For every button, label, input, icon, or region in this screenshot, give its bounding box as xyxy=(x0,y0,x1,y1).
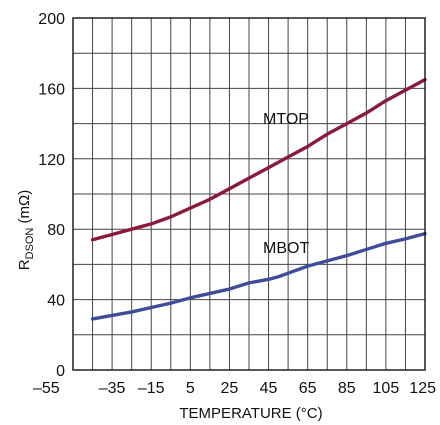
x-tick-label: 65 xyxy=(299,380,317,397)
series-label-mtop: MTOP xyxy=(263,111,309,128)
series-label-mbot: MBOT xyxy=(263,240,309,257)
svg-text:RDSON (mΩ): RDSON (mΩ) xyxy=(16,190,36,271)
x-tick-label: 45 xyxy=(260,380,278,397)
series-lines xyxy=(90,77,427,321)
y-axis-title-subscript: DSON xyxy=(24,228,36,260)
grid-lines xyxy=(72,17,426,371)
x-tick-label: 85 xyxy=(338,380,356,397)
x-tick-label: 25 xyxy=(221,380,239,397)
x-tick-label: –55 xyxy=(33,380,60,397)
y-tick-label: 80 xyxy=(47,222,65,239)
y-tick-label: 40 xyxy=(47,293,65,310)
series-line-mtop xyxy=(90,77,427,242)
y-tick-labels: 0 40 80 120 160 200 xyxy=(38,11,65,380)
y-axis-title-unit: (mΩ) xyxy=(16,190,33,228)
y-tick-label: 200 xyxy=(38,11,65,28)
x-tick-label: –35 xyxy=(99,380,126,397)
x-tick-labels: –55 –35 –15 5 25 45 65 85 105 125 xyxy=(33,380,436,397)
y-axis-title-main: R xyxy=(16,259,33,270)
y-tick-label: 0 xyxy=(56,363,65,380)
y-tick-label: 160 xyxy=(38,81,65,98)
x-tick-label: 105 xyxy=(373,380,400,397)
y-tick-label: 120 xyxy=(38,152,65,169)
x-tick-label: 125 xyxy=(409,380,436,397)
x-axis-title: TEMPERATURE (°C) xyxy=(179,405,322,422)
series-line-mbot xyxy=(90,231,427,321)
y-axis-title: RDSON (mΩ) xyxy=(16,190,36,271)
x-tick-label: –15 xyxy=(138,380,165,397)
plot-frame xyxy=(72,17,426,371)
x-tick-label: 5 xyxy=(186,380,195,397)
